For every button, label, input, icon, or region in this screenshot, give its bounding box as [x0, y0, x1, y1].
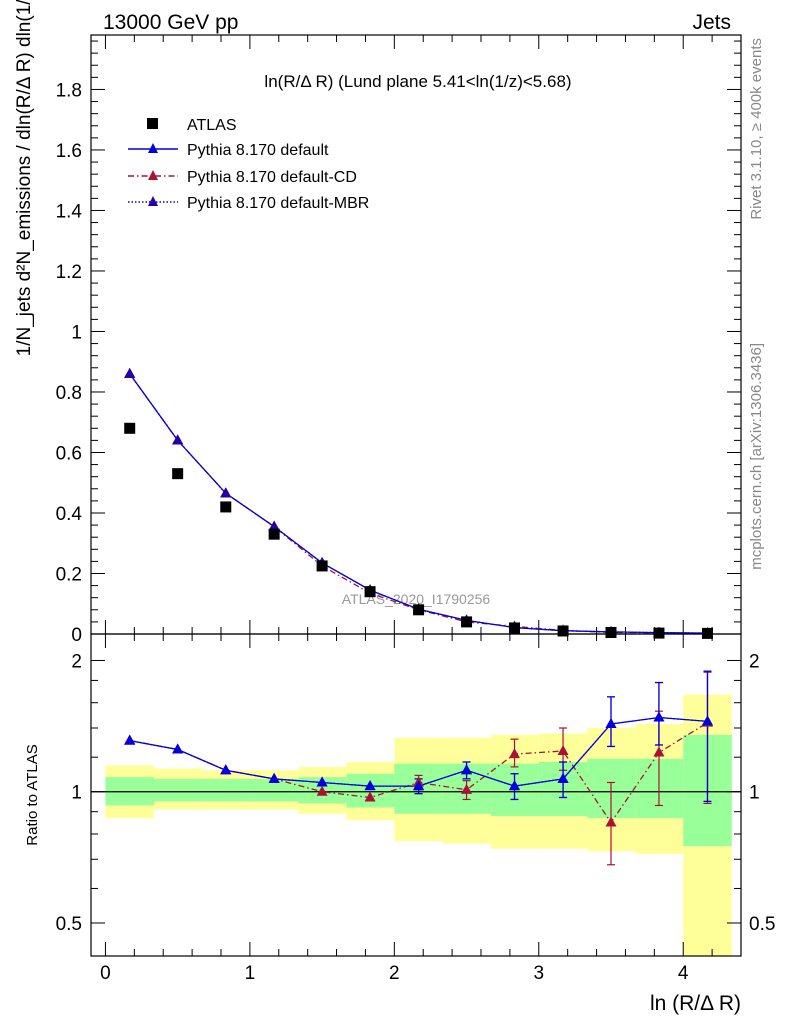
ratio-point-pythia-8-170-default — [316, 776, 328, 787]
main-axis-ticks — [91, 35, 741, 634]
ratio-point-pythia-8-170-default — [509, 780, 521, 791]
main-ytick-label: 0.8 — [56, 383, 82, 404]
ratio-ytick-label-right: 0.5 — [749, 914, 775, 935]
main-point-pythia-8-170-default-mbr — [268, 520, 280, 531]
ratio-ytick-label-right: 1 — [749, 783, 760, 804]
ratio-ytick-label: 0.5 — [56, 914, 82, 935]
ratio-ylabel: Ratio to ATLAS — [24, 744, 41, 845]
main-title: ln(R/Δ R) (Lund plane 5.41<ln(1/z)<5.68) — [264, 72, 571, 91]
ratio-point-pythia-8-170-default — [701, 715, 713, 726]
main-point-atlas — [316, 560, 328, 572]
main-point-atlas — [605, 626, 617, 638]
main-point-pythia-8-170-default-mbr — [172, 434, 184, 445]
x-tick-label: 0 — [100, 963, 111, 984]
legend-marker-cd — [148, 170, 158, 180]
ratio-ytick-label-right: 2 — [749, 651, 760, 672]
ratio-point-pythia-8-170-default — [364, 780, 376, 791]
ratio-panel: 0.5 0.5 1 1 2 2 0 1 2 3 4 Ratio to ATLAS ln (R/Δ … — [24, 633, 776, 1015]
ratio-point-pythia-8-170-default-cd — [605, 816, 617, 827]
ratio-plot-frame — [90, 633, 742, 957]
legend-item-atlas: ATLAS — [147, 117, 237, 134]
main-ytick-label: 1.4 — [56, 201, 83, 222]
main-point-pythia-8-170-default-mbr — [220, 487, 232, 498]
legend-label-default: Pythia 8.170 default — [187, 142, 329, 159]
x-tick-label: 1 — [245, 963, 256, 984]
ratio-ytick-label: 1 — [71, 783, 82, 804]
header-right-label: Jets — [692, 11, 731, 34]
x-axis-label: ln (R/Δ R) — [650, 992, 741, 1015]
main-point-atlas — [413, 604, 425, 616]
main-ytick-label: 0.2 — [56, 564, 82, 585]
ratio-point-pythia-8-170-default-cd — [509, 748, 521, 759]
main-point-atlas — [557, 625, 569, 637]
main-point-atlas — [364, 586, 376, 598]
ratio-ytick-label: 2 — [71, 651, 82, 672]
legend: ATLAS Pythia 8.170 default Pythia 8.170 … — [128, 117, 369, 212]
main-series-group — [124, 367, 713, 639]
green-band-segment — [153, 778, 202, 802]
ratio-point-pythia-8-170-default-cd — [557, 744, 569, 755]
main-ytick-label: 1.6 — [56, 141, 82, 162]
main-point-atlas — [220, 501, 232, 513]
main-point-atlas — [461, 616, 473, 628]
legend-label-mbr: Pythia 8.170 default-MBR — [187, 195, 369, 212]
main-ytick-label: 1.8 — [56, 80, 82, 101]
main-point-atlas — [701, 627, 713, 639]
ratio-point-pythia-8-170-default — [557, 772, 569, 783]
x-tick-label: 4 — [678, 963, 689, 984]
main-point-atlas — [268, 528, 280, 540]
ratio-uncertainty-bands — [91, 694, 741, 956]
ratio-point-pythia-8-170-default-cd — [653, 746, 665, 757]
main-point-atlas — [124, 422, 136, 434]
legend-marker-atlas — [147, 118, 158, 129]
main-ytick-label: 0.6 — [56, 443, 82, 464]
main-panel: 0.2 0.4 0.6 0.8 1 1.2 1.4 1.6 1.8 0 ln(R/Δ R) (Lu… — [56, 34, 742, 646]
legend-label-atlas: ATLAS — [187, 117, 237, 134]
main-point-atlas — [509, 622, 521, 634]
main-ytick-label-zero: 0 — [71, 625, 82, 646]
ratio-point-pythia-8-170-default-cd — [316, 785, 328, 796]
legend-marker-default — [148, 143, 158, 153]
main-point-pythia-8-170-default-mbr — [124, 367, 136, 378]
main-point-atlas — [653, 627, 665, 639]
ratio-y-tick-labels: 0.5 0.5 1 1 2 2 — [56, 651, 776, 935]
ratio-point-pythia-8-170-default — [605, 717, 617, 728]
x-tick-labels: 0 1 2 3 4 — [100, 963, 689, 984]
main-ytick-label: 0.4 — [56, 504, 83, 525]
ratio-point-pythia-8-170-default — [220, 764, 232, 775]
legend-item-mbr: Pythia 8.170 default-MBR — [128, 195, 369, 212]
ratio-point-pythia-8-170-default — [268, 772, 280, 783]
green-band-segment — [346, 773, 395, 808]
x-tick-label: 3 — [533, 963, 544, 984]
ratio-point-pythia-8-170-default — [653, 711, 665, 722]
header-left-label: 13000 GeV pp — [103, 11, 238, 34]
main-ylabel: 1/N_jets d²N_emissions / dln(R/Δ R) dln(… — [14, 0, 35, 356]
x-tick-label: 2 — [389, 963, 400, 984]
main-point-atlas — [172, 468, 184, 480]
green-band-segment — [201, 778, 250, 802]
ratio-point-pythia-8-170-default — [172, 743, 184, 754]
ratio-point-pythia-8-170-default — [413, 780, 425, 791]
legend-marker-mbr — [148, 196, 158, 206]
ratio-point-pythia-8-170-default-cd — [461, 783, 473, 794]
green-band-segment — [249, 778, 299, 802]
ratio-series-group — [124, 670, 713, 866]
mcplots-label: mcplots.cern.ch [arXiv:1306.3436] — [748, 343, 765, 570]
ratio-axis-ticks — [91, 634, 741, 956]
watermark: ATLAS_2020_I1790256 — [342, 591, 491, 607]
ratio-point-pythia-8-170-default-cd — [364, 791, 376, 802]
main-ytick-label: 1.2 — [56, 262, 82, 283]
main-ytick-label: 1 — [71, 322, 82, 343]
legend-item-cd: Pythia 8.170 default-CD — [128, 169, 357, 186]
legend-label-cd: Pythia 8.170 default-CD — [187, 169, 357, 186]
main-y-tick-labels: 0.2 0.4 0.6 0.8 1 1.2 1.4 1.6 1.8 0 — [56, 80, 83, 646]
ratio-point-pythia-8-170-default — [461, 764, 473, 775]
ratio-point-pythia-8-170-default — [124, 734, 136, 745]
rivet-label: Rivet 3.1.10, ≥ 400k events — [748, 38, 765, 220]
legend-item-default: Pythia 8.170 default — [128, 142, 329, 159]
